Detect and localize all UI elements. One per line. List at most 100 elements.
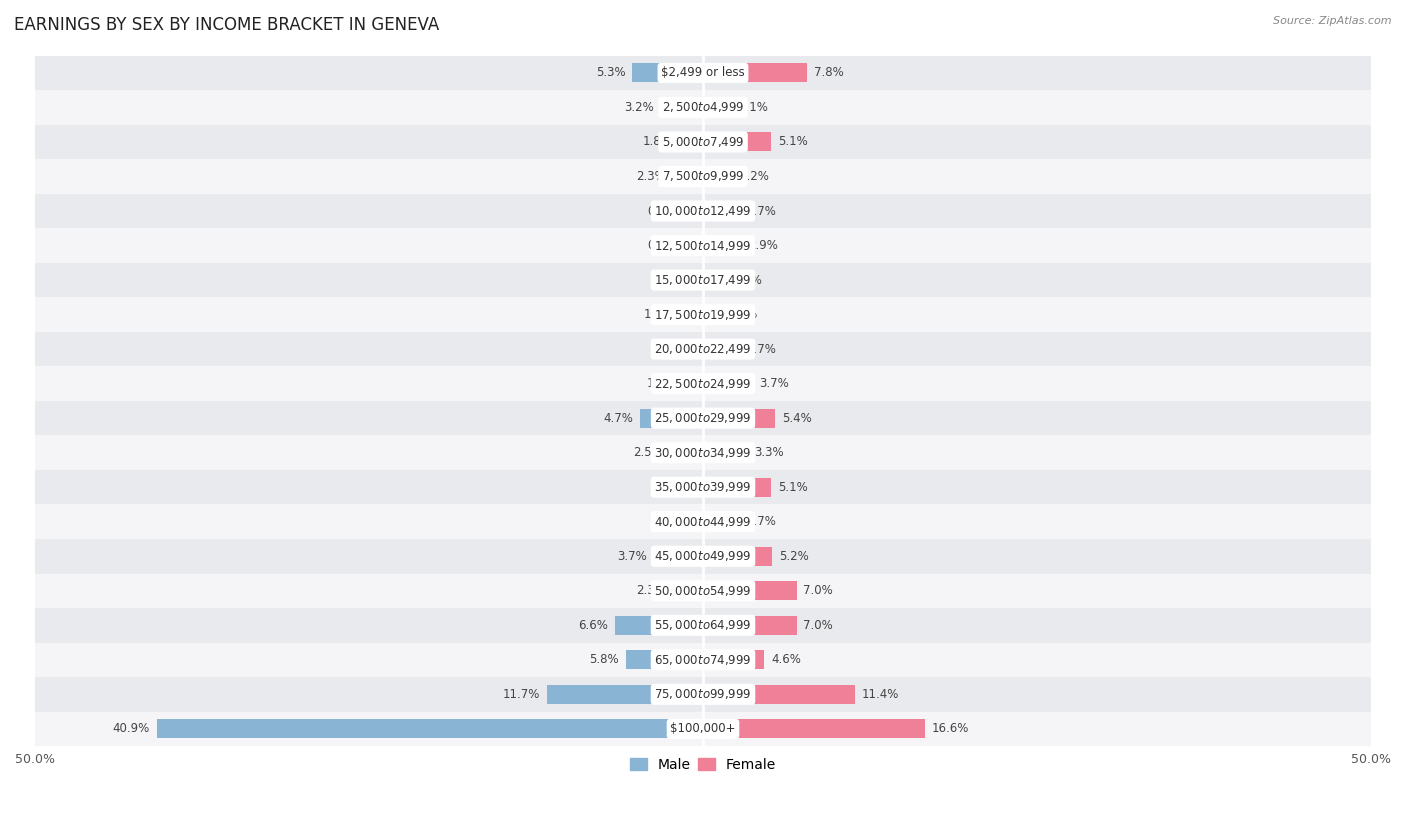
Bar — [35, 332, 1371, 367]
Text: 5.1%: 5.1% — [778, 136, 807, 149]
Text: $35,000 to $39,999: $35,000 to $39,999 — [654, 480, 752, 494]
Text: 5.8%: 5.8% — [589, 654, 619, 667]
Text: 40.9%: 40.9% — [112, 723, 150, 736]
Text: $2,500 to $4,999: $2,500 to $4,999 — [662, 101, 744, 115]
Bar — [35, 504, 1371, 539]
Bar — [614, 615, 703, 635]
Text: 0.76%: 0.76% — [720, 308, 756, 321]
Text: 3.3%: 3.3% — [754, 446, 783, 459]
Bar — [703, 512, 740, 531]
Text: 2.3%: 2.3% — [636, 170, 665, 183]
Text: 4.7%: 4.7% — [603, 411, 634, 424]
Bar — [35, 228, 1371, 263]
Bar — [35, 193, 1371, 228]
Text: $45,000 to $49,999: $45,000 to $49,999 — [654, 550, 752, 563]
Text: $65,000 to $74,999: $65,000 to $74,999 — [654, 653, 752, 667]
Text: 5.1%: 5.1% — [778, 480, 807, 493]
Bar — [35, 367, 1371, 401]
Bar — [703, 374, 752, 393]
Text: 5.4%: 5.4% — [782, 411, 811, 424]
Bar — [35, 298, 1371, 332]
Bar — [35, 677, 1371, 711]
Bar — [672, 167, 703, 186]
Text: 6.6%: 6.6% — [578, 619, 609, 632]
Text: 7.0%: 7.0% — [803, 619, 832, 632]
Text: 2.5%: 2.5% — [633, 446, 662, 459]
Text: $20,000 to $22,499: $20,000 to $22,499 — [654, 342, 752, 356]
Bar — [689, 271, 703, 289]
Text: 5.3%: 5.3% — [596, 67, 626, 80]
Text: 1.1%: 1.1% — [652, 273, 682, 286]
Text: $30,000 to $34,999: $30,000 to $34,999 — [654, 446, 752, 459]
Bar — [692, 202, 703, 220]
Text: 11.7%: 11.7% — [502, 688, 540, 701]
Text: $25,000 to $29,999: $25,000 to $29,999 — [654, 411, 752, 425]
Bar — [703, 720, 925, 738]
Text: 3.2%: 3.2% — [624, 101, 654, 114]
Text: 0.86%: 0.86% — [648, 205, 685, 218]
Text: $100,000+: $100,000+ — [671, 723, 735, 736]
Bar — [703, 547, 772, 566]
Bar — [35, 711, 1371, 746]
Text: 3.7%: 3.7% — [759, 377, 789, 390]
Text: 4.6%: 4.6% — [770, 654, 801, 667]
Bar — [703, 685, 855, 704]
Text: $7,500 to $9,999: $7,500 to $9,999 — [662, 169, 744, 184]
Text: 3.7%: 3.7% — [617, 550, 647, 563]
Bar — [35, 263, 1371, 298]
Text: 2.7%: 2.7% — [745, 205, 776, 218]
Bar — [35, 124, 1371, 159]
Bar — [35, 470, 1371, 504]
Bar — [683, 374, 703, 393]
Text: 2.2%: 2.2% — [740, 170, 769, 183]
Bar — [703, 133, 770, 151]
Bar — [703, 63, 807, 82]
Text: 2.7%: 2.7% — [745, 515, 776, 528]
Text: EARNINGS BY SEX BY INCOME BRACKET IN GENEVA: EARNINGS BY SEX BY INCOME BRACKET IN GEN… — [14, 16, 439, 34]
Bar — [35, 642, 1371, 677]
Bar — [661, 98, 703, 117]
Bar — [703, 340, 740, 359]
Bar — [654, 547, 703, 566]
Bar — [703, 98, 731, 117]
Text: $22,500 to $24,999: $22,500 to $24,999 — [654, 376, 752, 390]
Bar — [703, 615, 797, 635]
Bar — [669, 443, 703, 462]
Text: $55,000 to $64,999: $55,000 to $64,999 — [654, 619, 752, 633]
Text: 0.8%: 0.8% — [657, 342, 686, 355]
Text: 1.7%: 1.7% — [733, 273, 762, 286]
Text: 1.7%: 1.7% — [644, 308, 673, 321]
Text: 0.86%: 0.86% — [648, 239, 685, 252]
Bar — [681, 305, 703, 324]
Bar — [626, 650, 703, 669]
Text: 1.2%: 1.2% — [651, 515, 681, 528]
Bar — [703, 650, 765, 669]
Bar — [703, 478, 770, 497]
Bar — [640, 409, 703, 428]
Bar — [35, 55, 1371, 90]
Bar — [679, 133, 703, 151]
Text: $50,000 to $54,999: $50,000 to $54,999 — [654, 584, 752, 598]
Text: 2.7%: 2.7% — [745, 342, 776, 355]
Text: $15,000 to $17,499: $15,000 to $17,499 — [654, 273, 752, 287]
Text: 7.0%: 7.0% — [803, 585, 832, 598]
Text: 1.8%: 1.8% — [643, 136, 672, 149]
Text: $5,000 to $7,499: $5,000 to $7,499 — [662, 135, 744, 149]
Bar — [35, 159, 1371, 193]
Bar — [633, 63, 703, 82]
Bar — [35, 573, 1371, 608]
Bar — [692, 340, 703, 359]
Text: $10,000 to $12,499: $10,000 to $12,499 — [654, 204, 752, 218]
Bar — [703, 202, 740, 220]
Text: 1.2%: 1.2% — [651, 480, 681, 493]
Bar — [35, 401, 1371, 436]
Bar — [703, 305, 713, 324]
Text: 2.1%: 2.1% — [738, 101, 768, 114]
Text: Source: ZipAtlas.com: Source: ZipAtlas.com — [1274, 16, 1392, 26]
Text: 2.3%: 2.3% — [636, 585, 665, 598]
Text: 2.9%: 2.9% — [748, 239, 779, 252]
Text: $75,000 to $99,999: $75,000 to $99,999 — [654, 687, 752, 702]
Text: $12,500 to $14,999: $12,500 to $14,999 — [654, 238, 752, 253]
Bar — [703, 271, 725, 289]
Bar — [547, 685, 703, 704]
